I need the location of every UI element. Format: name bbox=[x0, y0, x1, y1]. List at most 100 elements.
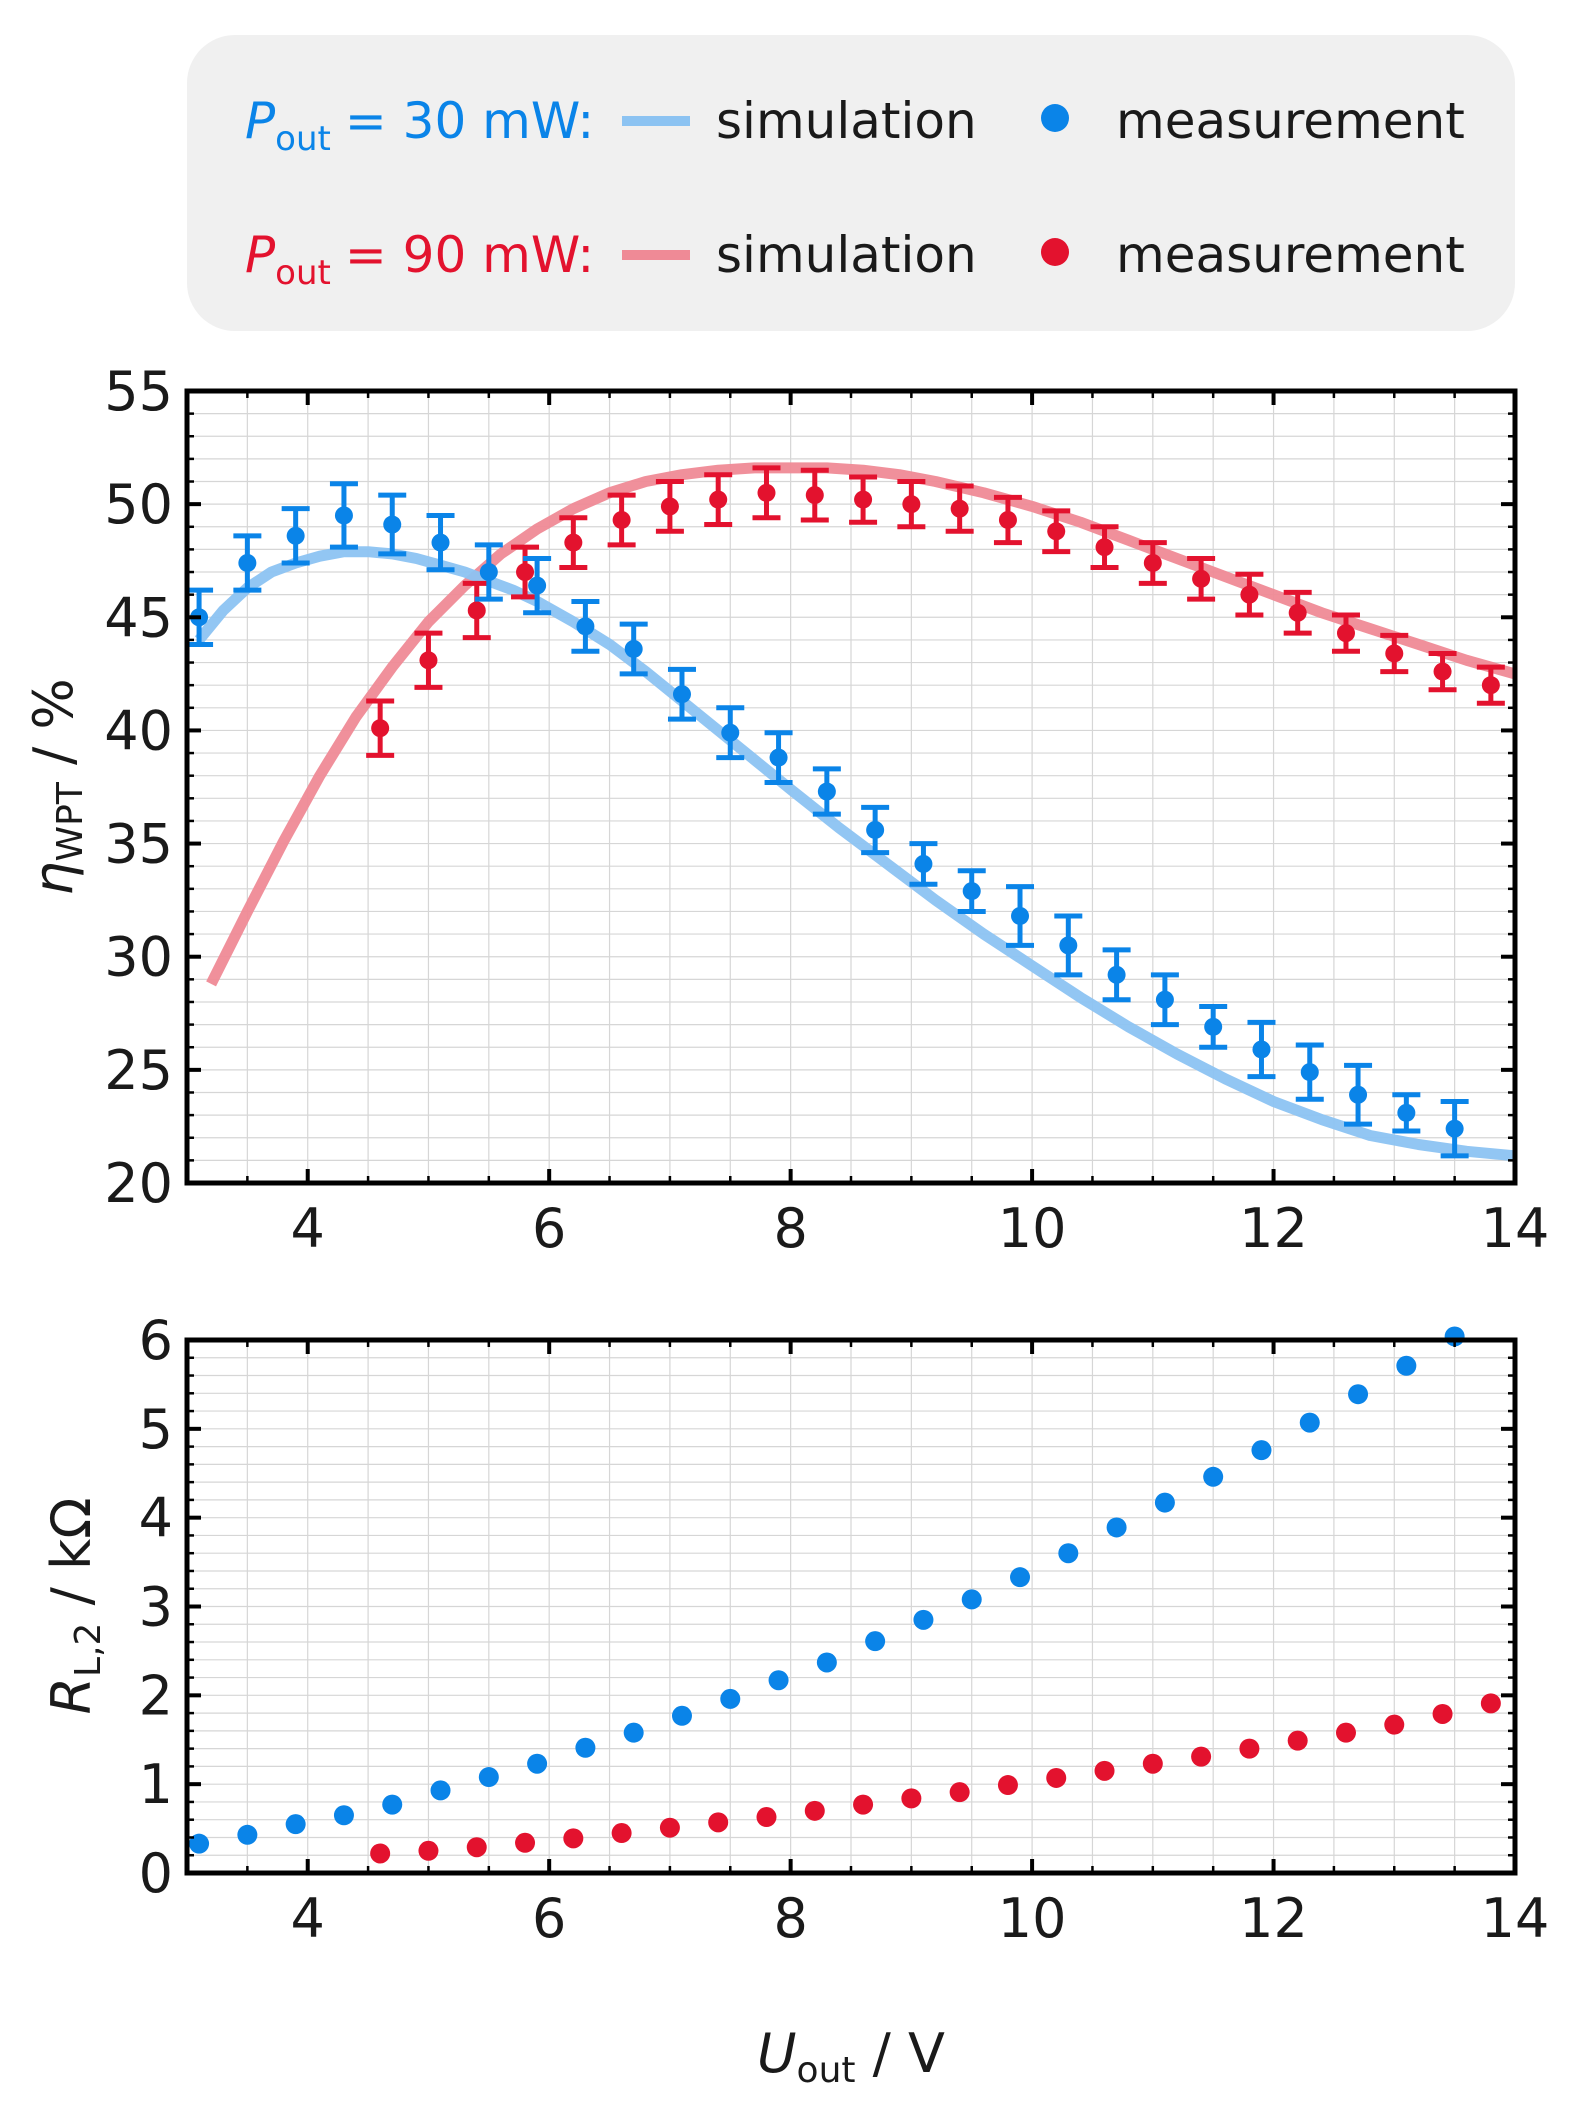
resistance-point-90mw bbox=[1046, 1767, 1067, 1788]
measurement-point-30mw bbox=[281, 506, 310, 566]
x-tick-label: 8 bbox=[773, 1887, 807, 1950]
resistance-point-90mw bbox=[1287, 1730, 1308, 1751]
resistance-point-30mw bbox=[285, 1814, 306, 1835]
measurement-marker bbox=[866, 820, 885, 839]
measurement-point-90mw bbox=[559, 515, 588, 571]
measurement-point-30mw bbox=[1392, 1092, 1421, 1134]
measurement-point-30mw bbox=[1247, 1019, 1276, 1080]
x-tick-label: 10 bbox=[998, 1197, 1067, 1260]
load-resistance-ticks bbox=[187, 1340, 1515, 1873]
measurement-point-90mw bbox=[1187, 555, 1216, 602]
measurement-marker bbox=[1059, 936, 1078, 955]
resistance-point-30mw bbox=[1251, 1440, 1272, 1461]
y-tick-label: 5 bbox=[139, 1398, 173, 1461]
legend: Pout = 30 mW: simulation measurement Pout… bbox=[187, 35, 1515, 331]
measurement-marker bbox=[334, 506, 353, 525]
efficiency-y-tick-labels: 20 25 30 35 40 45 50 55 bbox=[104, 360, 173, 1215]
simulation-line-30mw bbox=[194, 546, 1516, 1162]
x-axis-label: Uout / V bbox=[757, 2022, 945, 2091]
measurement-point-90mw bbox=[1476, 664, 1505, 706]
measurement-marker bbox=[902, 495, 921, 514]
resistance-point-30mw bbox=[1106, 1517, 1127, 1538]
measurement-marker bbox=[1397, 1103, 1416, 1122]
measurement-marker bbox=[757, 483, 776, 502]
legend-meas-label-30mw: measurement bbox=[1116, 92, 1465, 150]
legend-meas-marker-90mw bbox=[1041, 238, 1069, 266]
measurement-marker bbox=[1385, 644, 1404, 663]
legend-sim-label-30mw: simulation bbox=[716, 92, 977, 150]
measurement-marker bbox=[528, 576, 547, 595]
measurement-point-30mw bbox=[1295, 1042, 1324, 1102]
x-tick-label: 8 bbox=[773, 1197, 807, 1260]
resistance-point-30mw bbox=[913, 1609, 934, 1630]
resistance-point-90mw bbox=[997, 1775, 1018, 1796]
resistance-point-30mw bbox=[816, 1652, 837, 1673]
measurement-marker bbox=[516, 563, 535, 582]
efficiency-gridlines bbox=[187, 391, 1515, 1183]
measurement-point-30mw bbox=[667, 666, 696, 722]
measurement-point-90mw bbox=[945, 483, 974, 534]
measurement-point-30mw bbox=[523, 555, 552, 616]
resistance-point-30mw bbox=[527, 1753, 548, 1774]
x-axis-subscript: out bbox=[797, 2050, 856, 2091]
resistance-point-90mw bbox=[1384, 1714, 1405, 1735]
measurement-marker bbox=[1155, 990, 1174, 1009]
resistance-point-90mw bbox=[1480, 1693, 1501, 1714]
resistance-point-90mw bbox=[1191, 1746, 1212, 1767]
measurement-marker bbox=[1095, 538, 1114, 557]
measurement-marker bbox=[383, 515, 402, 534]
y-tick-label: 30 bbox=[104, 926, 173, 989]
measurement-point-30mw bbox=[1054, 913, 1083, 978]
measurement-marker bbox=[1349, 1085, 1368, 1104]
resistance-point-90mw bbox=[756, 1807, 777, 1828]
measurement-marker bbox=[1445, 1119, 1464, 1138]
load-resistance-gridlines bbox=[187, 1340, 1515, 1873]
measurement-marker bbox=[1300, 1063, 1319, 1082]
resistance-point-30mw bbox=[333, 1805, 354, 1826]
measurement-marker bbox=[962, 882, 981, 901]
resistance-point-30mw bbox=[382, 1794, 403, 1815]
resistance-point-90mw bbox=[659, 1817, 680, 1838]
measurement-point-30mw bbox=[474, 542, 503, 602]
simulation-line-90mw bbox=[206, 462, 1517, 987]
measurement-marker bbox=[419, 651, 438, 670]
measurement-point-30mw bbox=[426, 512, 455, 573]
measurement-marker bbox=[1204, 1017, 1223, 1036]
measurement-point-90mw bbox=[607, 492, 636, 548]
legend-p-symbol: P bbox=[245, 92, 276, 150]
measurement-point-30mw bbox=[1006, 884, 1035, 948]
measurement-point-30mw bbox=[1440, 1099, 1469, 1159]
measurement-marker bbox=[1336, 624, 1355, 643]
y-tick-label: 1 bbox=[139, 1753, 173, 1816]
legend-box bbox=[187, 35, 1515, 331]
measurement-marker bbox=[564, 533, 583, 552]
resistance-point-90mw bbox=[611, 1823, 632, 1844]
measurement-point-90mw bbox=[511, 544, 540, 600]
measurement-point-90mw bbox=[849, 474, 878, 525]
legend-power-label-90mw: Pout = 90 mW: bbox=[245, 226, 594, 293]
legend-p-symbol: P bbox=[245, 226, 276, 284]
measurement-marker bbox=[854, 490, 873, 509]
resistance-point-30mw bbox=[768, 1670, 789, 1691]
load-resistance-x-tick-labels: 4 6 8 10 12 14 bbox=[291, 1887, 1550, 1950]
efficiency-y-axis-label: ηWPT / % bbox=[22, 678, 91, 895]
legend-row-90mw: Pout = 90 mW: simulation measurement bbox=[245, 226, 1465, 293]
measurement-marker bbox=[817, 782, 836, 801]
measurement-point-90mw bbox=[1235, 571, 1264, 618]
measurement-marker bbox=[431, 533, 450, 552]
resistance-point-90mw bbox=[1432, 1703, 1453, 1724]
x-tick-label: 14 bbox=[1481, 1197, 1550, 1260]
measurement-marker bbox=[1011, 906, 1030, 925]
efficiency-ticks bbox=[187, 391, 1515, 1183]
y-tick-label: 50 bbox=[104, 473, 173, 536]
resistance-point-30mw bbox=[623, 1722, 644, 1743]
efficiency-series bbox=[185, 462, 1517, 1162]
x-tick-label: 12 bbox=[1239, 1887, 1308, 1950]
measurement-marker bbox=[1252, 1040, 1271, 1059]
resistance-point-90mw bbox=[901, 1788, 922, 1809]
measurement-marker bbox=[1107, 965, 1126, 984]
measurement-point-30mw bbox=[1199, 1003, 1228, 1050]
resistance-point-90mw bbox=[1239, 1738, 1260, 1759]
resistance-point-90mw bbox=[1335, 1722, 1356, 1743]
measurement-point-90mw bbox=[752, 465, 781, 521]
